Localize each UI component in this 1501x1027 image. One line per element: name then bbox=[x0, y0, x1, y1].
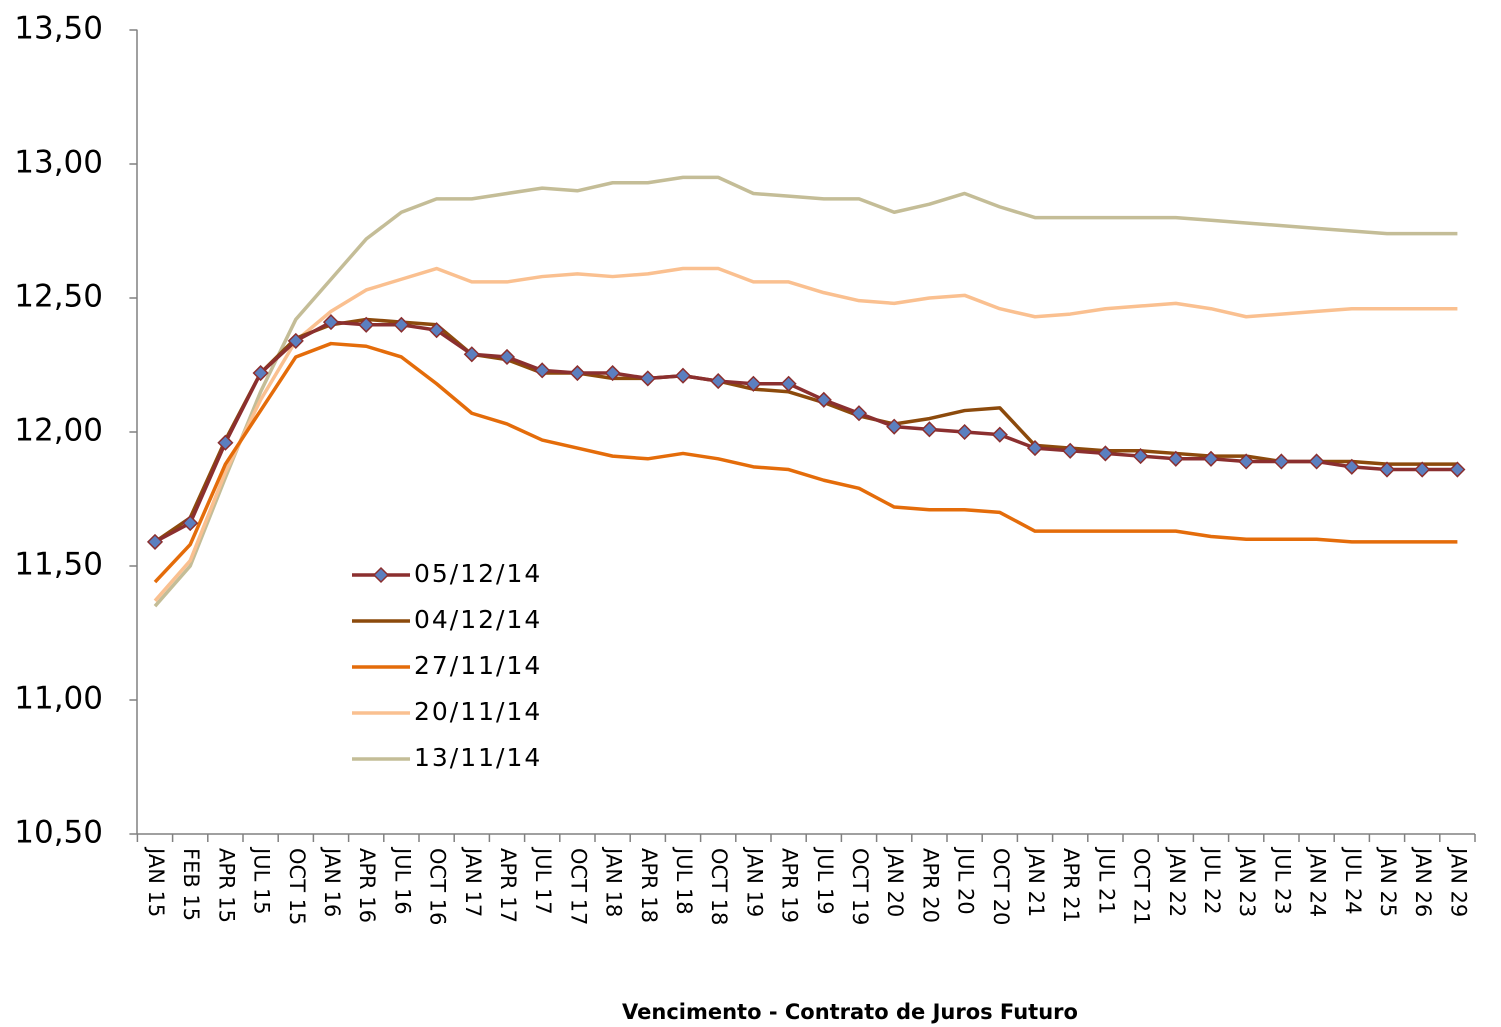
data-point bbox=[850, 405, 868, 422]
data-point bbox=[710, 373, 727, 390]
data-point bbox=[217, 434, 234, 451]
x-tick-label: JAN 22 bbox=[1165, 846, 1189, 917]
data-point bbox=[1097, 445, 1114, 462]
data-point bbox=[674, 367, 692, 384]
x-tick-label: APR 17 bbox=[496, 848, 520, 923]
data-point bbox=[921, 421, 938, 438]
data-point bbox=[1273, 453, 1290, 470]
data-point bbox=[1062, 442, 1079, 459]
data-point bbox=[815, 391, 832, 408]
x-tick-label: JUL 17 bbox=[531, 846, 555, 915]
x-tick-label: APR 21 bbox=[1059, 848, 1083, 923]
data-point bbox=[534, 362, 551, 379]
x-tick-label: JAN 18 bbox=[602, 846, 626, 917]
x-tick-label: JAN 20 bbox=[883, 846, 907, 917]
series-line bbox=[153, 175, 1458, 608]
x-tick-label: APR 20 bbox=[918, 848, 942, 923]
data-point bbox=[498, 348, 516, 366]
x-tick-label: OCT 20 bbox=[989, 848, 1013, 925]
x-tick-label: JUL 23 bbox=[1270, 846, 1294, 915]
x-tick-label: OCT 16 bbox=[426, 848, 450, 925]
data-point bbox=[1308, 453, 1325, 470]
x-tick-label: APR 16 bbox=[355, 848, 379, 923]
x-tick-label: FEB 15 bbox=[179, 848, 203, 921]
x-tick-label: JAN 25 bbox=[1376, 846, 1400, 917]
legend-label: 20/11/14 bbox=[414, 697, 542, 726]
x-tick-label: JAN 19 bbox=[742, 846, 766, 917]
data-point bbox=[287, 332, 304, 349]
x-tick-label: JUL 16 bbox=[390, 846, 414, 915]
x-tick-label: OCT 17 bbox=[566, 848, 590, 925]
data-point bbox=[639, 370, 656, 387]
data-point bbox=[956, 423, 973, 441]
series-line bbox=[153, 341, 1458, 584]
legend-marker bbox=[372, 566, 390, 584]
x-tick-label: JUL 21 bbox=[1094, 846, 1118, 915]
x-tick-label: JAN 15 bbox=[144, 846, 168, 917]
legend-label: 05/12/14 bbox=[414, 559, 542, 588]
data-point bbox=[991, 426, 1008, 443]
data-point bbox=[393, 316, 410, 333]
x-tick-label: JUL 24 bbox=[1341, 846, 1365, 915]
data-point bbox=[745, 375, 762, 392]
x-tick-label: OCT 18 bbox=[707, 848, 731, 925]
data-point bbox=[322, 314, 340, 331]
data-point bbox=[1238, 453, 1255, 470]
legend-label: 04/12/14 bbox=[414, 605, 542, 634]
x-tick-label: JAN 26 bbox=[1411, 846, 1435, 917]
x-tick-label: JUL 15 bbox=[250, 846, 274, 915]
x-tick-label: APR 19 bbox=[778, 848, 802, 923]
data-point bbox=[358, 316, 375, 333]
y-tick-label: 11,50 bbox=[14, 547, 103, 583]
y-tick-label: 12,50 bbox=[14, 279, 103, 315]
x-tick-label: OCT 19 bbox=[848, 848, 872, 925]
x-tick-label: JUL 20 bbox=[954, 846, 978, 915]
x-tick-label: JAN 17 bbox=[461, 846, 485, 917]
data-point bbox=[1026, 440, 1044, 457]
series-line bbox=[154, 317, 1458, 544]
data-point bbox=[252, 364, 269, 382]
x-tick-label: JAN 24 bbox=[1306, 846, 1330, 917]
data-point bbox=[182, 515, 199, 532]
x-axis-title: Vencimento - Contrato de Juros Futuro bbox=[622, 1000, 1078, 1024]
x-tick-label: OCT 15 bbox=[285, 848, 309, 925]
x-tick-label: APR 18 bbox=[637, 848, 661, 923]
data-point bbox=[1202, 450, 1220, 467]
data-point bbox=[886, 418, 903, 435]
x-tick-label: OCT 21 bbox=[1130, 848, 1154, 925]
data-point bbox=[569, 364, 586, 382]
data-point bbox=[1167, 450, 1184, 467]
x-tick-label: JUL 18 bbox=[672, 846, 696, 915]
data-point bbox=[146, 533, 164, 550]
data-point bbox=[1132, 448, 1149, 465]
series-line bbox=[153, 266, 1458, 602]
x-tick-label: JAN 29 bbox=[1446, 846, 1470, 917]
data-point bbox=[1378, 461, 1396, 478]
legend-label: 27/11/14 bbox=[414, 651, 542, 680]
data-point bbox=[1449, 461, 1466, 478]
x-tick-label: JAN 21 bbox=[1024, 846, 1048, 917]
y-tick-label: 12,00 bbox=[14, 413, 103, 449]
data-point bbox=[1414, 461, 1431, 478]
x-tick-label: JUL 22 bbox=[1200, 846, 1224, 915]
data-point bbox=[604, 364, 621, 382]
x-tick-label: JAN 23 bbox=[1235, 846, 1259, 917]
data-point bbox=[428, 322, 445, 339]
y-tick-label: 13,50 bbox=[14, 11, 103, 47]
y-tick-label: 11,00 bbox=[14, 681, 103, 717]
x-tick-label: JAN 16 bbox=[320, 846, 344, 917]
data-point bbox=[780, 375, 797, 392]
legend-label: 13/11/14 bbox=[414, 743, 542, 772]
data-point bbox=[463, 346, 480, 363]
x-tick-label: APR 15 bbox=[214, 848, 238, 923]
data-point bbox=[1343, 458, 1360, 475]
x-tick-label: JUL 19 bbox=[813, 846, 837, 915]
y-tick-label: 13,00 bbox=[14, 145, 103, 181]
series-line bbox=[154, 320, 1458, 544]
y-tick-label: 10,50 bbox=[14, 815, 103, 851]
